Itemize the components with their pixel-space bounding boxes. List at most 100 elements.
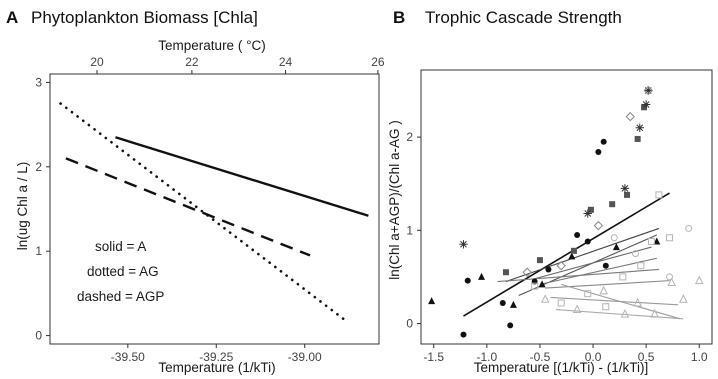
data-point-triangle-filled bbox=[509, 300, 517, 308]
panel-a-plot-frame bbox=[49, 73, 380, 345]
data-point-circle-open bbox=[632, 250, 640, 258]
fit-line bbox=[505, 227, 660, 283]
data-point-triangle-open bbox=[694, 275, 704, 285]
data-point-diamond-open bbox=[625, 111, 635, 122]
series-line-solid bbox=[115, 136, 369, 217]
data-point-triangle-filled bbox=[612, 243, 620, 251]
data-point-asterisk bbox=[583, 209, 592, 218]
y-tick-label: 3 bbox=[35, 75, 42, 89]
data-point-triangle-filled bbox=[478, 272, 486, 280]
panel-a: A Phytoplankton Biomass [Chla] Temperatu… bbox=[6, 8, 385, 375]
y-tick-label: 2 bbox=[406, 130, 413, 144]
data-point-square-open bbox=[584, 290, 592, 298]
data-point-square-filled bbox=[570, 247, 577, 254]
data-point-square-open bbox=[602, 303, 610, 311]
data-point-square-open bbox=[637, 262, 645, 270]
data-point-square-open bbox=[531, 282, 539, 290]
data-point-square-filled bbox=[609, 201, 616, 208]
annotation-dotted: dotted = AG bbox=[87, 264, 159, 279]
data-point-circle-filled bbox=[584, 238, 591, 245]
fit-line bbox=[561, 283, 681, 320]
data-point-square-filled bbox=[587, 206, 594, 213]
data-point-triangle-filled bbox=[568, 252, 576, 260]
x-tick-label: -39.00 bbox=[288, 350, 322, 364]
series-line-dashed bbox=[65, 157, 311, 257]
panel-b-y-axis-title: ln(Chl a+AGP)/(Chl a-AG ) bbox=[387, 120, 402, 279]
annotation-dashed: dashed = AGP bbox=[77, 289, 164, 304]
data-point-triangle-open bbox=[667, 277, 676, 286]
panel-a-letter: A bbox=[6, 8, 18, 27]
x-tick-label: -39.25 bbox=[199, 350, 233, 364]
x-tick-label: -0.5 bbox=[530, 350, 551, 364]
x-tick-label: -1.5 bbox=[423, 350, 444, 364]
panel-a-y-axis-title: ln(ug Chl a / L) bbox=[15, 162, 30, 251]
data-point-triangle-open bbox=[650, 309, 659, 318]
data-point-circle-open bbox=[610, 234, 618, 242]
fit-line bbox=[534, 246, 652, 280]
data-point-square-open bbox=[666, 234, 674, 242]
data-point-asterisk bbox=[641, 100, 651, 109]
panel-b-plot-frame bbox=[420, 69, 713, 345]
data-point-diamond-open bbox=[643, 85, 653, 96]
data-point-square-filled bbox=[634, 135, 641, 142]
y-tick-label: 1 bbox=[406, 223, 413, 237]
data-point-circle-filled bbox=[507, 322, 514, 329]
x-tick-label: 1.0 bbox=[691, 350, 708, 364]
top-x-tick-label: 22 bbox=[185, 55, 199, 69]
x-tick-label: -39.50 bbox=[111, 350, 145, 364]
data-point-triangle-open bbox=[679, 294, 688, 303]
data-point-diamond-open bbox=[556, 261, 566, 271]
panel-b-x-axis-title: Temperature [(1/kTi) - (1/kTi)] bbox=[474, 360, 649, 375]
data-point-asterisk bbox=[620, 184, 630, 193]
x-tick-label: 0.5 bbox=[638, 350, 655, 364]
top-x-tick-label: 24 bbox=[279, 55, 293, 69]
fit-line bbox=[497, 268, 659, 283]
data-point-asterisk bbox=[644, 86, 653, 95]
fit-line bbox=[550, 296, 679, 306]
fit-line bbox=[555, 308, 684, 320]
data-point-circle-filled bbox=[499, 299, 506, 306]
panel-b-letter: B bbox=[393, 8, 405, 27]
panel-a-title: Phytoplankton Biomass [Chla] bbox=[31, 8, 258, 27]
y-tick-label: 0 bbox=[35, 329, 42, 343]
panel-b-points bbox=[428, 85, 704, 338]
data-point-square-filled bbox=[624, 191, 631, 198]
y-tick-label: 1 bbox=[35, 244, 42, 258]
top-x-tick-label: 26 bbox=[371, 55, 385, 69]
panel-a-top-axis-title: Temperature ( °C) bbox=[158, 38, 265, 53]
data-point-circle-filled bbox=[600, 138, 607, 145]
data-point-square-filled bbox=[536, 257, 543, 264]
data-point-square-open bbox=[557, 299, 565, 307]
fit-line bbox=[463, 192, 670, 317]
fit-line bbox=[539, 257, 657, 285]
data-point-diamond-open bbox=[593, 220, 604, 231]
y-tick-label: 0 bbox=[406, 316, 413, 330]
data-point-triangle-open bbox=[633, 297, 642, 307]
data-point-triangle-open bbox=[572, 304, 582, 314]
data-point-diamond-open bbox=[522, 267, 532, 277]
panel-b-title: Trophic Cascade Strength bbox=[425, 8, 622, 27]
data-point-asterisk bbox=[635, 123, 644, 132]
series-line-dotted bbox=[59, 102, 347, 322]
data-point-triangle-open bbox=[540, 294, 550, 303]
annotation-solid: solid = A bbox=[95, 239, 146, 254]
data-point-square-filled bbox=[502, 269, 509, 276]
panel-a-annotations: solid = A dotted = AG dashed = AGP bbox=[77, 239, 164, 304]
panel-b-ticks: -1.5 -1.0 -0.5 0.0 0.5 1.0 0 1 2 bbox=[406, 130, 708, 364]
data-point-triangle-filled bbox=[653, 237, 661, 245]
x-tick-label: -1.0 bbox=[477, 350, 498, 364]
data-point-circle-filled bbox=[595, 149, 602, 156]
panel-b: B Trophic Cascade Strength Temperature [… bbox=[387, 8, 713, 375]
data-point-triangle-filled bbox=[428, 297, 436, 305]
top-x-tick-label: 20 bbox=[90, 55, 104, 69]
data-point-circle-open bbox=[666, 273, 674, 281]
data-point-circle-filled bbox=[460, 331, 467, 338]
data-point-circle-filled bbox=[545, 266, 552, 273]
panel-a-x-axis-title: Temperature (1/kTi) bbox=[158, 360, 275, 375]
data-point-square-open bbox=[619, 273, 627, 281]
data-point-circle-filled bbox=[602, 262, 609, 269]
data-point-triangle-filled bbox=[538, 280, 546, 288]
panel-a-ticks: -39.50 -39.25 -39.00 20 22 24 26 0 1 2 3 bbox=[35, 55, 385, 364]
data-point-circle-filled bbox=[574, 231, 581, 238]
